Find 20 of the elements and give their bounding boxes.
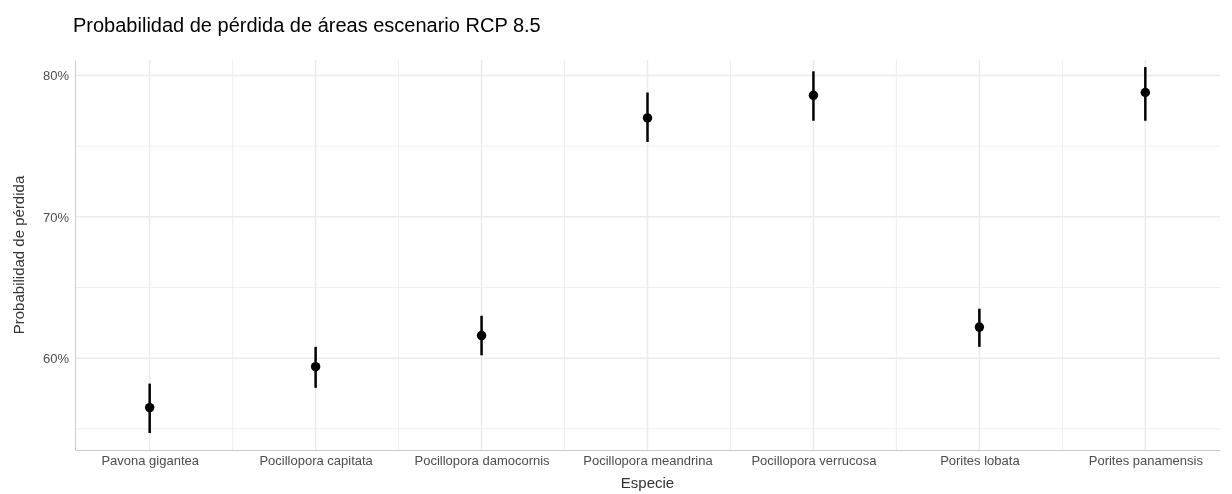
y-tick-label: 70% xyxy=(42,209,70,225)
point xyxy=(1140,87,1151,98)
x-tick-label: Pocillopora damocornis xyxy=(414,453,551,469)
y-axis-title: Probabilidad de pérdida xyxy=(10,175,27,335)
point xyxy=(642,113,653,123)
point xyxy=(808,90,819,101)
point xyxy=(144,402,155,413)
x-tick-label: Pocillopora verrucosa xyxy=(751,453,878,469)
point xyxy=(476,330,487,341)
x-tick-label: Porites panamensis xyxy=(1088,453,1204,469)
x-tick-label: Pocillopora meandrina xyxy=(583,453,714,469)
point xyxy=(310,361,321,372)
x-tick-label: Porites lobata xyxy=(940,453,1021,469)
point xyxy=(974,322,985,332)
chart-title: Probabilidad de pérdida de áreas escenario RCP 8.5 xyxy=(73,14,541,36)
x-tick-label: Pocillopora capitata xyxy=(259,453,374,469)
y-tick-label: 60% xyxy=(42,350,70,366)
x-tick-label: Pavona gigantea xyxy=(101,453,200,469)
x-axis-title: Especie xyxy=(620,474,675,491)
y-tick-label: 80% xyxy=(42,68,70,84)
